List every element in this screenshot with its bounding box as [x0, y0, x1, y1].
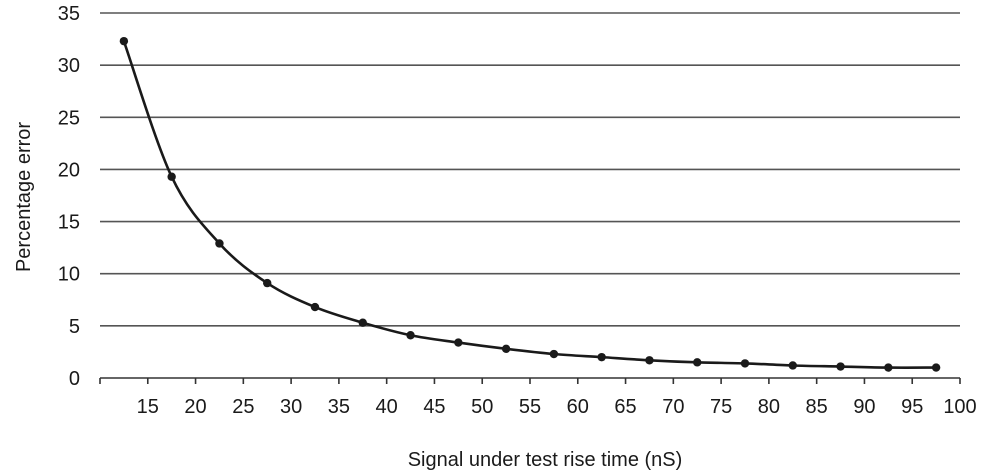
y-tick-label-5: 5: [69, 316, 80, 338]
x-tick-label-20: 20: [184, 396, 206, 418]
x-tick-label-55: 55: [519, 396, 541, 418]
x-tick-label-80: 80: [758, 396, 780, 418]
data-point-62.5: [597, 352, 606, 362]
x-tick-label-45: 45: [423, 396, 445, 418]
series-line-0: [122, 40, 937, 369]
data-point-32.5: [310, 302, 320, 312]
data-point-42.5: [406, 331, 415, 340]
x-tick-label-30: 30: [280, 396, 302, 418]
x-tick-label-35: 35: [328, 396, 350, 418]
x-tick-label-50: 50: [471, 396, 493, 418]
data-point-82.5: [788, 361, 797, 370]
x-tick-label-85: 85: [806, 396, 828, 418]
data-point-47.5: [454, 338, 463, 347]
x-tick-label-90: 90: [853, 396, 875, 418]
x-tick-label-75: 75: [710, 396, 732, 418]
data-point-72.5: [693, 358, 702, 367]
data-point-57.5: [549, 349, 559, 359]
data-point-27.5: [263, 278, 272, 288]
gridlines: [100, 12, 960, 327]
y-tick-label-15: 15: [58, 212, 80, 234]
data-point-12.5: [119, 36, 129, 46]
y-tick-label-30: 30: [58, 55, 80, 77]
x-tick-label-95: 95: [901, 396, 923, 418]
x-tick-label-100: 100: [943, 396, 976, 418]
x-tick-label-70: 70: [662, 396, 684, 418]
data-point-97.5: [931, 363, 941, 372]
data-point-17.5: [167, 172, 176, 181]
x-tick-label-60: 60: [567, 396, 589, 418]
y-tick-label-35: 35: [58, 3, 80, 25]
y-tick-label-25: 25: [58, 107, 80, 129]
x-tick-labels: 15 20 25 30 35 40 45 50 55 60 65 70 75 80 85 90 95 100: [137, 396, 977, 418]
y-tick-labels: 0 5 10 15 20 25 30 35: [58, 3, 80, 390]
data-point-22.5: [215, 239, 224, 248]
axes: [99, 377, 961, 384]
data-point-67.5: [645, 356, 654, 365]
x-tick-label-15: 15: [137, 396, 159, 418]
y-axis-title: Percentage error: [13, 122, 35, 272]
data-point-87.5: [836, 362, 845, 371]
data-point-52.5: [501, 344, 511, 353]
series: [119, 36, 941, 372]
y-tick-label-20: 20: [58, 159, 80, 181]
data-point-92.5: [884, 363, 893, 372]
x-tick-label-65: 65: [614, 396, 636, 418]
y-tick-label-10: 10: [58, 264, 80, 286]
x-axis-title: Signal under test rise time (nS): [408, 449, 683, 471]
data-point-77.5: [740, 359, 750, 368]
x-tick-label-40: 40: [376, 396, 398, 418]
data-point-37.5: [358, 318, 367, 327]
x-tick-label-25: 25: [232, 396, 254, 418]
y-tick-label-0: 0: [69, 368, 80, 390]
